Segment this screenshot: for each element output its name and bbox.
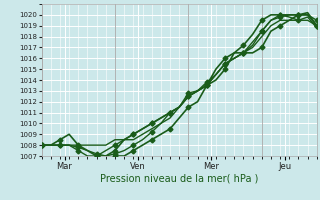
X-axis label: Pression niveau de la mer( hPa ): Pression niveau de la mer( hPa ) (100, 173, 258, 183)
